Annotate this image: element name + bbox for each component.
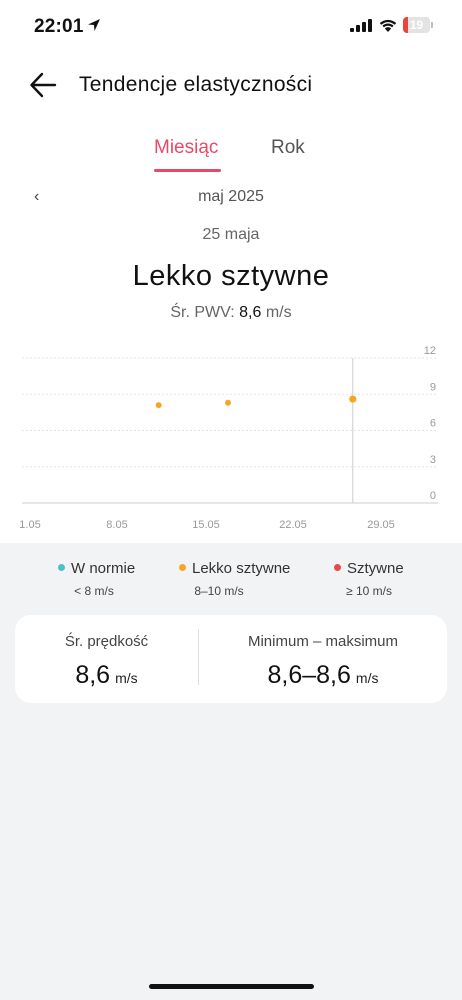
data-point [225, 399, 231, 406]
y-tick-label: 12 [424, 345, 436, 357]
data-point [349, 395, 357, 403]
selected-day: 25 maja [202, 226, 260, 243]
legend-label-slightly-stiff: Lekko sztywne [192, 560, 291, 577]
battery-icon: 19 [403, 17, 430, 33]
legend-range-slightly-stiff: 8–10 m/s [194, 584, 244, 598]
legend-normal: W normie [58, 560, 135, 577]
tab-month[interactable]: Miesiąc [154, 137, 219, 158]
legend-slightly-stiff: Lekko sztywne [179, 560, 290, 577]
y-tick-label: 9 [430, 381, 436, 393]
legend-dot-stiff [334, 563, 341, 571]
y-tick-label: 3 [430, 454, 436, 466]
tab-year[interactable]: Rok [271, 137, 305, 158]
min-max-unit: m/s [355, 670, 379, 686]
legend-dot-slightly-stiff [179, 563, 186, 571]
data-point [155, 402, 162, 409]
x-tick-label: 1.05 [19, 519, 40, 531]
content-panel [0, 0, 462, 543]
average-pwv: Śr. PWV: 8,6 m/s [0, 304, 462, 322]
x-tick-label: 22.05 [279, 519, 307, 531]
min-max-value: 8,6–8,6 [267, 661, 351, 689]
location-arrow-icon [88, 19, 100, 31]
period-month: maj 2025 [198, 188, 264, 205]
avg-speed-label: Śr. prędkość [64, 633, 149, 650]
avg-speed-value: 8,6 [75, 661, 111, 689]
battery-level-fill [403, 17, 409, 33]
legend-label-normal: W normie [71, 560, 136, 577]
y-tick-label: 0 [430, 490, 436, 502]
wifi-icon [379, 19, 397, 32]
status-time: 22:01 [34, 16, 84, 37]
min-max-label: Minimum – maksimum [247, 633, 398, 650]
legend-dot-normal [58, 563, 65, 571]
legend-range-stiff: ≥ 10 m/s [346, 584, 392, 598]
battery-percent: 19 [409, 18, 424, 32]
avg-speed: 8,6 m/s [15, 661, 198, 690]
pwv-chart[interactable]: 12 9 6 3 0 1.05 8.05 15.05 22.05 29.05 [0, 340, 462, 535]
y-tick-label: 6 [430, 418, 436, 430]
average-pwv-label: Śr. PWV: [170, 304, 235, 321]
battery-tip [431, 22, 433, 28]
legend-range-normal: < 8 m/s [74, 584, 114, 598]
cellular-signal-icon [350, 19, 372, 32]
active-tab-indicator [154, 169, 221, 172]
x-tick-label: 15.05 [192, 519, 220, 531]
previous-month-chevron-icon[interactable]: ‹ [34, 188, 40, 205]
home-indicator [149, 984, 314, 989]
min-max: 8,6–8,6 m/s [199, 661, 447, 690]
elasticity-status: Lekko sztywne [132, 260, 330, 292]
avg-speed-unit: m/s [115, 670, 138, 686]
legend-label-stiff: Sztywne [347, 560, 404, 577]
stats-card: Śr. prędkość 8,6 m/s Minimum – maksimum 8… [15, 615, 447, 703]
back-arrow-icon[interactable] [29, 71, 57, 99]
status-bar: 22:01 19 [0, 0, 462, 52]
average-pwv-value: 8,6 [239, 304, 262, 321]
legend-stiff: Sztywne [334, 560, 404, 577]
page-title: Tendencje elastyczności [79, 73, 313, 96]
x-tick-label: 8.05 [106, 519, 127, 531]
stats-divider [198, 629, 199, 685]
x-tick-label: 29.05 [367, 519, 395, 531]
average-pwv-unit: m/s [265, 304, 292, 321]
